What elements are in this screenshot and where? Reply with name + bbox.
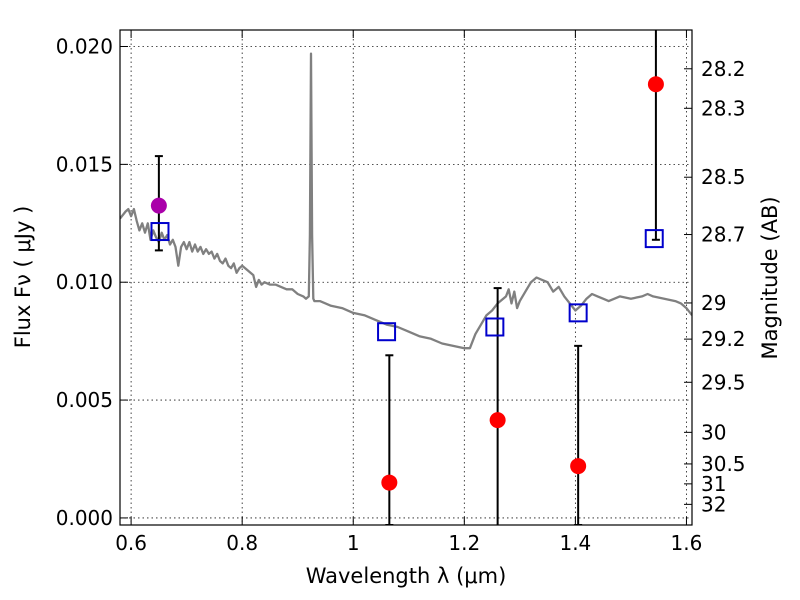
mag-tick-label: 28.2	[701, 57, 746, 81]
mag-tick-label: 32	[701, 492, 726, 516]
x-axis-label: Wavelength λ (μm)	[306, 564, 507, 588]
y-tick-label: 0.000	[56, 506, 113, 530]
x-tick-label: 0.8	[226, 531, 258, 555]
model-photometry-point	[568, 303, 588, 323]
y-tick-label: 0.020	[56, 35, 113, 59]
mag-tick-label: 28.5	[701, 165, 746, 189]
optical-detection-point	[150, 197, 167, 214]
x-tick-label: 1.6	[671, 531, 703, 555]
plot-area	[120, 30, 692, 525]
y-tick-label: 0.010	[56, 270, 113, 294]
model-photometry-point	[150, 222, 170, 242]
model-spectrum-line	[120, 52, 692, 350]
observed-photometry-point	[381, 474, 398, 491]
y2-axis-label: Magnitude (AB)	[758, 196, 782, 359]
model-photometry-point	[644, 229, 664, 249]
y-tick-label: 0.015	[56, 152, 113, 176]
observed-photometry-point	[647, 76, 664, 93]
mag-tick-label: 31	[701, 472, 726, 496]
mag-tick-label: 29.2	[701, 327, 746, 351]
x-tick-label: 1.4	[559, 531, 591, 555]
observed-photometry-point	[570, 458, 587, 475]
x-tick-label: 1.2	[448, 531, 480, 555]
mag-tick-label: 29.5	[701, 370, 746, 394]
mag-tick-label: 28.7	[701, 223, 746, 247]
axes: 0.6 0.8 1 1.2 1.4 1.6 0.000 0.005 0.010 0.015 0.02…	[56, 30, 746, 555]
plot-frame	[119, 29, 693, 526]
observed-photometry-point	[489, 412, 506, 429]
x-tick-label: 1	[347, 531, 360, 555]
model-photometry-point	[377, 322, 397, 342]
mag-tick-label: 28.3	[701, 96, 746, 120]
model-photometry-point	[485, 317, 505, 337]
y-axis-label: Flux Fν ( μJy )	[11, 206, 35, 349]
x-tick-label: 0.6	[115, 531, 147, 555]
mag-tick-label: 29	[701, 291, 726, 315]
plot-series	[120, 30, 692, 525]
mag-tick-label: 30.5	[701, 452, 746, 476]
mag-tick-label: 30	[701, 420, 726, 444]
y-tick-label: 0.005	[56, 388, 113, 412]
grid	[120, 30, 692, 525]
